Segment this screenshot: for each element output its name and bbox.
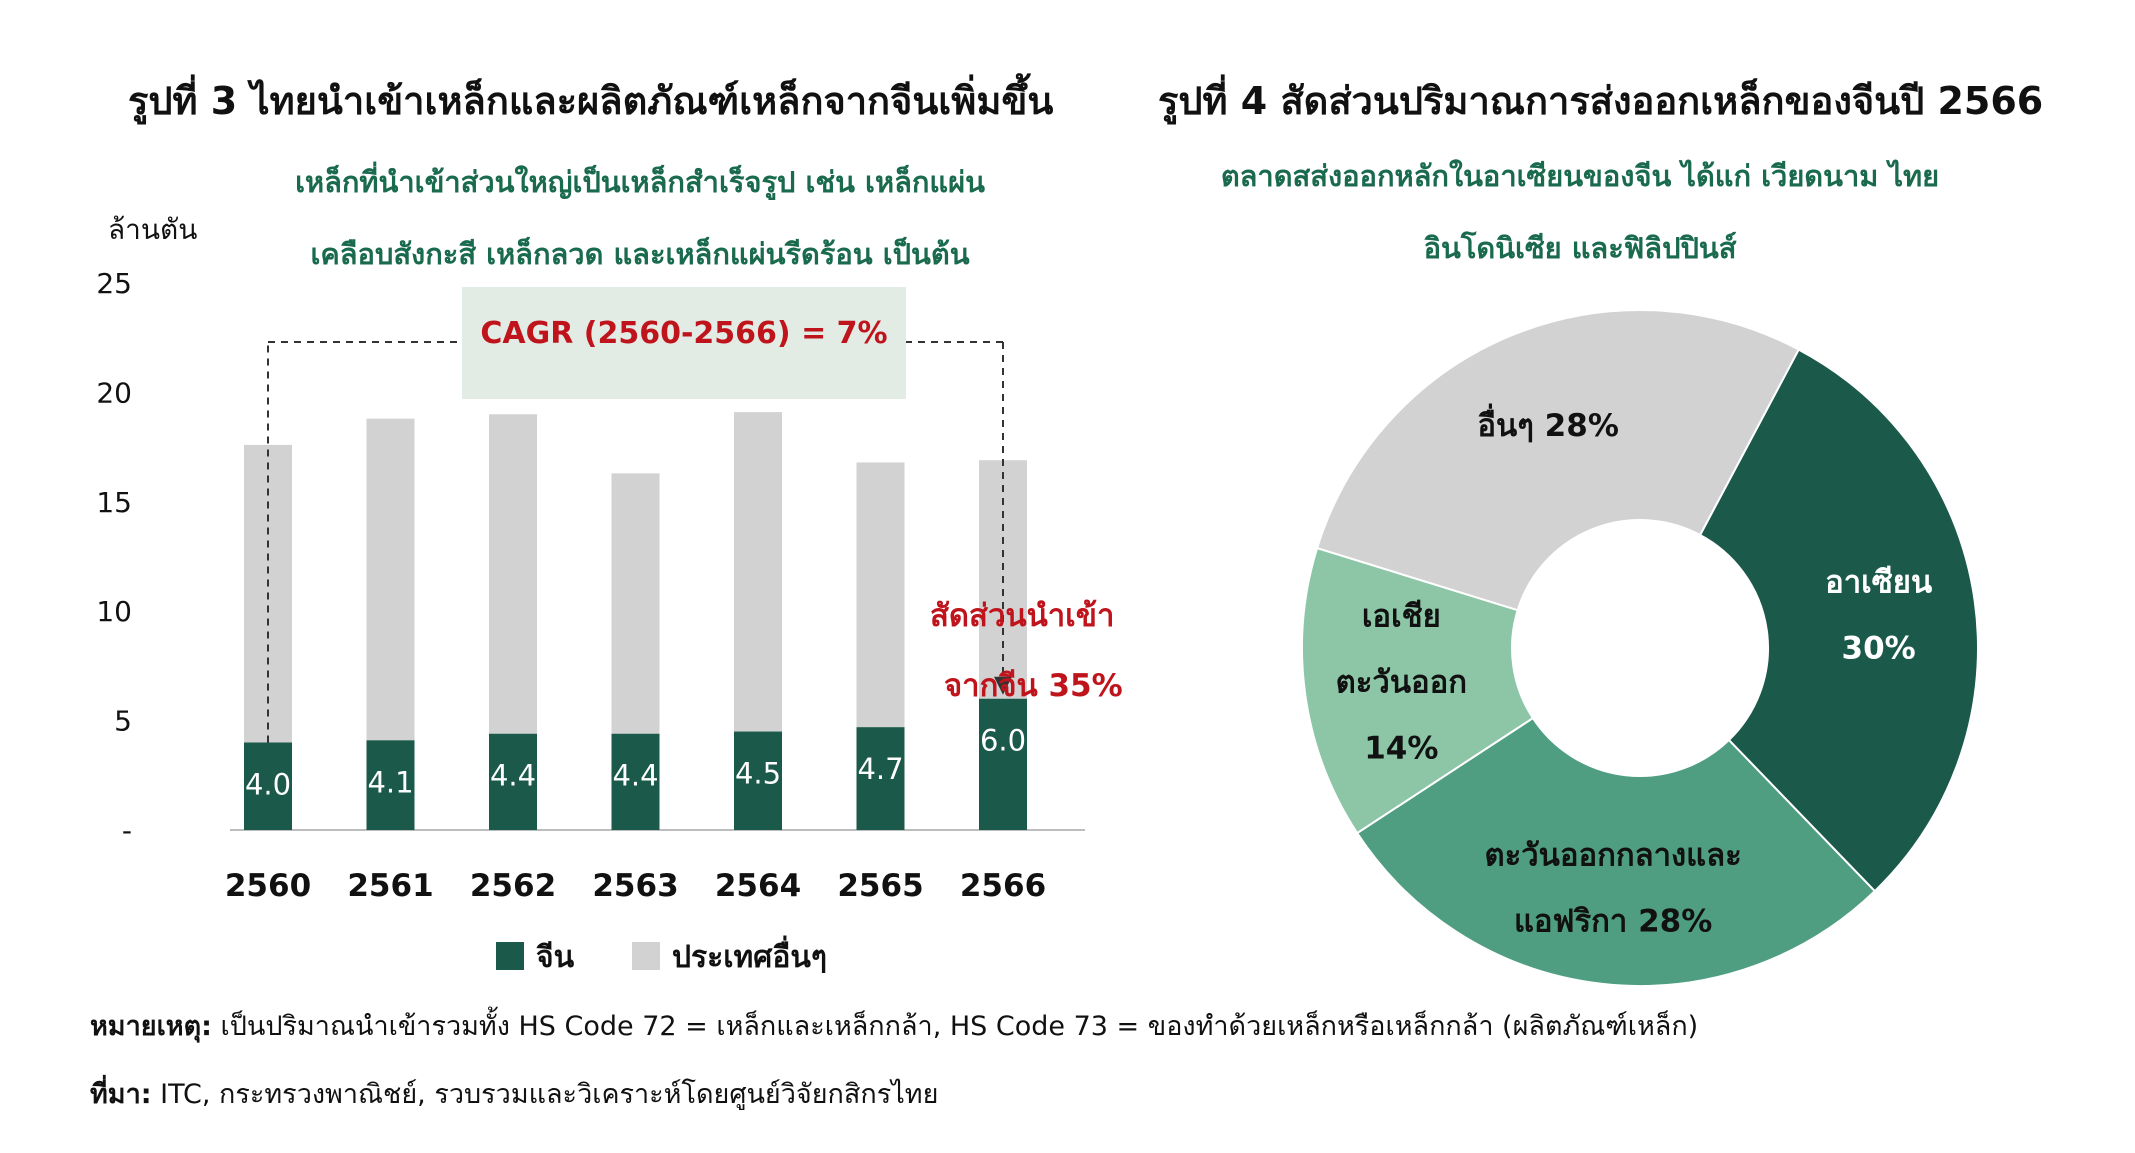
figure-3-subtitle-line-2: เคลือบสังกะสี เหล็กลวด และเหล็กแผ่นรีดร้… xyxy=(310,237,970,271)
bar-others-2561 xyxy=(366,418,415,741)
x-tick-label-2564: 2564 xyxy=(715,868,801,904)
bar-china-2560 xyxy=(244,742,292,830)
figure-4-title: รูปที่ 4 สัดส่วนปริมาณการส่งออกเหล็กของจ… xyxy=(1158,79,2044,123)
source-label: ที่มา: xyxy=(90,1079,152,1110)
donut-label-2-line-0: เอเชีย xyxy=(1362,599,1441,635)
x-tick-label-2562: 2562 xyxy=(470,868,556,904)
x-tick-label-2566: 2566 xyxy=(960,868,1046,904)
y-axis-unit-label: ล้านตัน xyxy=(108,213,198,246)
bar-others-2565 xyxy=(856,462,905,728)
legend-swatch-china xyxy=(496,942,524,970)
bar-china-2563 xyxy=(611,733,660,830)
bar-china-2565 xyxy=(856,727,905,830)
bar-china-2564 xyxy=(734,731,782,830)
legend-label-others: ประเทศอื่นๆ xyxy=(672,940,827,975)
cagr-box xyxy=(462,287,906,399)
china-share-label-line-2: จากจีน 35% xyxy=(944,668,1123,704)
bar-china-2561 xyxy=(366,740,415,830)
donut-slice-3 xyxy=(1315,309,1801,612)
bar-value-label-2560: 4.0 xyxy=(245,767,291,801)
donut-label-0-line-0: อาเซียน xyxy=(1825,564,1932,600)
figure-4-subtitle-line-2: อินโดนิเซีย และฟิลิปปินส์ xyxy=(1423,231,1737,265)
bar-value-label-2565: 4.7 xyxy=(857,752,903,786)
legend-item-others: ประเทศอื่นๆ xyxy=(632,934,827,981)
y-tick-label: 10 xyxy=(96,595,132,628)
bar-value-label-2564: 4.5 xyxy=(735,757,781,791)
bar-china-2562 xyxy=(489,733,537,830)
figure-3-subtitle-line-1: เหล็กที่นำเข้าส่วนใหญ่เป็นเหล็กสำเร็จรูป… xyxy=(295,165,985,199)
note-text: เป็นปริมาณนำเข้ารวมทั้ง HS Code 72 = เหล… xyxy=(211,1011,1699,1042)
bar-china-2566 xyxy=(979,698,1027,830)
y-tick-label: 5 xyxy=(114,705,132,738)
cagr-label: CAGR (2560-2566) = 7% xyxy=(480,316,888,351)
y-tick-label: 15 xyxy=(96,486,132,519)
donut-label-3-line-0: อื่นๆ 28% xyxy=(1477,403,1618,444)
y-tick-label: 20 xyxy=(96,376,132,409)
bar-value-label-2561: 4.1 xyxy=(367,765,413,799)
figure-4-subtitle: ตลาดสส่งออกหลักในอาเซียนของจีน ได้แก่ เว… xyxy=(1150,140,2010,284)
donut-label-0-line-1: 30% xyxy=(1842,630,1916,666)
x-tick-label-2565: 2565 xyxy=(837,868,923,904)
bar-value-label-2562: 4.4 xyxy=(490,759,536,793)
bar-others-2564 xyxy=(734,412,782,732)
x-tick-label-2563: 2563 xyxy=(592,868,678,904)
legend-label-china: จีน xyxy=(536,940,575,975)
donut-slice-1 xyxy=(1355,716,1877,987)
legend-item-china: จีน xyxy=(496,934,574,981)
cagr-arrowhead xyxy=(994,676,1012,695)
bar-value-label-2566: 6.0 xyxy=(980,724,1026,758)
donut-label-2-line-1: ตะวันออก xyxy=(1336,665,1467,701)
source-text: ITC, กระทรวงพาณิชย์, รวบรวมและวิเคราะห์โ… xyxy=(151,1079,939,1110)
donut-slice-0 xyxy=(1698,348,1979,893)
figure-4-subtitle-line-1: ตลาดสส่งออกหลักในอาเซียนของจีน ได้แก่ เว… xyxy=(1220,159,1940,193)
note-label: หมายเหตุ: xyxy=(90,1011,212,1042)
donut-label-2-line-2: 14% xyxy=(1364,731,1438,767)
x-tick-label-2560: 2560 xyxy=(225,868,311,904)
figure-3-title: รูปที่ 3 ไทยนำเข้าเหล็กและผลิตภัณฑ์เหล็ก… xyxy=(128,79,1054,123)
donut-slices xyxy=(1301,309,1979,987)
y-tick-label: 25 xyxy=(96,267,132,300)
donut-label-1-line-0: ตะวันออกกลางและ xyxy=(1484,837,1741,873)
footnote-source: ที่มา: ITC, กระทรวงพาณิชย์, รวบรวมและวิเ… xyxy=(90,1072,938,1115)
x-tick-label-2561: 2561 xyxy=(347,868,433,904)
bar-others-2562 xyxy=(489,414,537,734)
donut-slice-2 xyxy=(1301,546,1535,835)
footnote-note: หมายเหตุ: เป็นปริมาณนำเข้ารวมทั้ง HS Cod… xyxy=(90,1004,1698,1047)
bars-layer: - 5 10 15 20 25 4.0 2560 4.1 2561 4.4 2562 4.4 2563 4.… xyxy=(96,267,1085,904)
china-share-label-line-1: สัดส่วนนำเข้า xyxy=(930,598,1115,634)
figure-3-subtitle: เหล็กที่นำเข้าส่วนใหญ่เป็นเหล็กสำเร็จรูป… xyxy=(220,146,1060,290)
bar-value-label-2563: 4.4 xyxy=(612,759,658,793)
bar-others-2563 xyxy=(611,473,660,734)
y-tick-label: - xyxy=(122,814,132,847)
donut-label-1-line-1: แอฟริกา 28% xyxy=(1514,903,1712,939)
legend-swatch-others xyxy=(632,942,660,970)
